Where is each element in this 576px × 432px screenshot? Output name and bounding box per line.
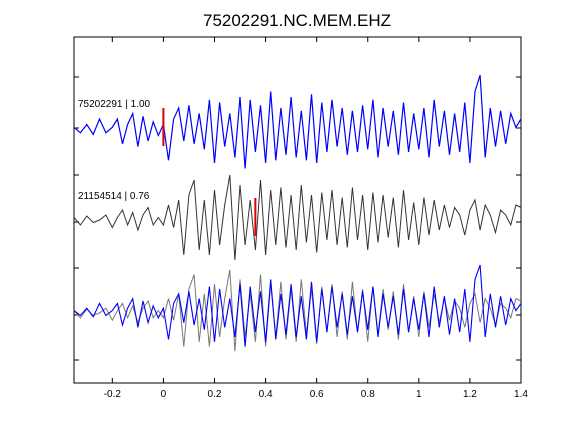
plot-frame [73,36,522,384]
chart-title: 75202291.NC.MEM.EHZ [203,11,391,30]
waveform-overlay-blue [73,264,522,347]
x-tick-label-1: 0 [161,389,167,400]
x-tick-label-2: 0.2 [208,389,222,400]
x-tick-label-6: 1 [416,389,422,400]
waveform-trace-1 [73,74,522,169]
x-tick-label-8: 1.4 [514,389,528,400]
x-tick-label-4: 0.6 [310,389,324,400]
x-tick-label-0: -0.2 [104,389,122,400]
x-tick-label-7: 1.2 [463,389,477,400]
plot-area: -0.2 0 0.2 0.4 0.6 0.8 1 1.2 1.4 [73,36,528,400]
waveform-overlay-gray [73,269,522,352]
trace-label-2: 21154514 | 0.76 [78,191,150,202]
x-tick-label-5: 0.8 [361,389,375,400]
x-tick-label-3: 0.4 [259,389,273,400]
waveform-trace-2 [73,174,522,261]
trace-label-1: 75202291 | 1.00 [78,99,151,110]
